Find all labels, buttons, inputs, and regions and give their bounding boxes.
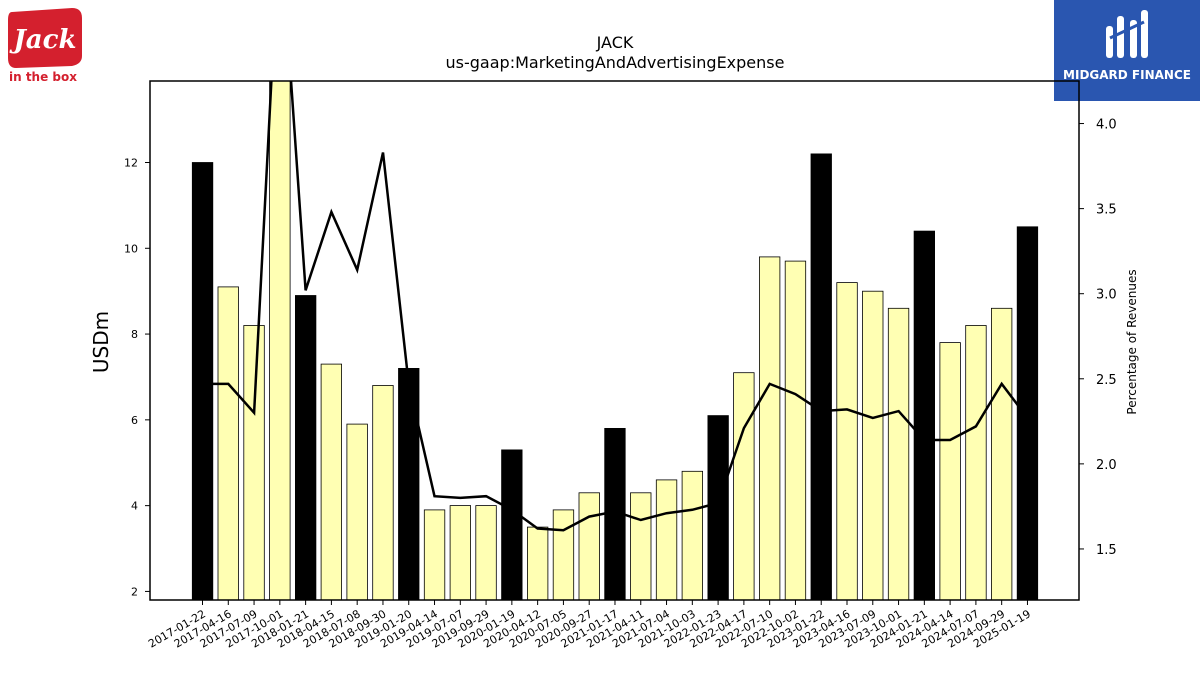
bar [501,449,523,600]
bar [552,509,575,600]
bar [913,230,935,600]
jack-in-the-box-logo: Jack in the box [6,6,84,88]
chart-subtitle: us-gaap:MarketingAndAdvertisingExpense [446,53,785,72]
y-tick-label: 8 [131,328,138,341]
y2-tick-label: 2.5 [1096,373,1117,388]
bar [1016,226,1039,600]
midgard-emblem-icon [1106,10,1148,58]
bar [269,81,291,600]
bar [810,153,832,600]
bar [784,260,807,600]
bar [372,385,394,600]
percentage-line [202,81,1029,532]
y-tick-label: 10 [124,242,138,255]
bar [578,492,600,600]
y-axis-label: USDm [89,311,113,373]
y2-axis-label: Percentage of Revenues [1125,269,1139,414]
bar [398,367,420,600]
bar [527,526,549,600]
y-tick-label: 12 [124,156,138,169]
y-tick-label: 6 [131,414,138,427]
bar [191,162,214,600]
bar [887,307,910,600]
bar [346,423,368,600]
jack-logo-icon: Jack [8,8,82,68]
bar [423,509,446,600]
bar [217,286,239,600]
bar [836,282,858,600]
bar [655,479,678,600]
midgard-brand-name: MIDGARD FINANCE [1063,68,1191,82]
bar [320,363,343,600]
y2-tick-label: 4.0 [1096,118,1117,133]
y2-tick-label: 2.0 [1096,458,1117,473]
bar [965,325,987,600]
jack-logo-wordmark: Jack [9,25,77,55]
bar [294,295,317,600]
plot-area: 246810121.52.02.53.03.54.02017-01-222017… [124,81,1117,651]
y2-tick-label: 1.5 [1096,543,1117,558]
bar [475,505,497,600]
bar [243,325,265,600]
bar [759,256,781,600]
chart-title: JACK [596,33,634,52]
bar [733,372,755,600]
y2-tick-label: 3.0 [1096,288,1117,303]
y-tick-label: 4 [131,500,138,513]
y-tick-label: 2 [131,585,138,598]
bar [707,415,729,600]
bar [991,307,1013,600]
bar [630,492,652,600]
bar [449,505,472,600]
plot-clip-group [191,81,1039,600]
plot-frame [149,80,1080,601]
midgard-finance-logo: MIDGARD FINANCE [1054,0,1200,101]
bar [862,290,884,600]
bar [681,470,703,600]
bar [939,342,961,600]
jack-logo-tagline: in the box [8,70,77,84]
y2-tick-label: 3.5 [1096,203,1117,218]
